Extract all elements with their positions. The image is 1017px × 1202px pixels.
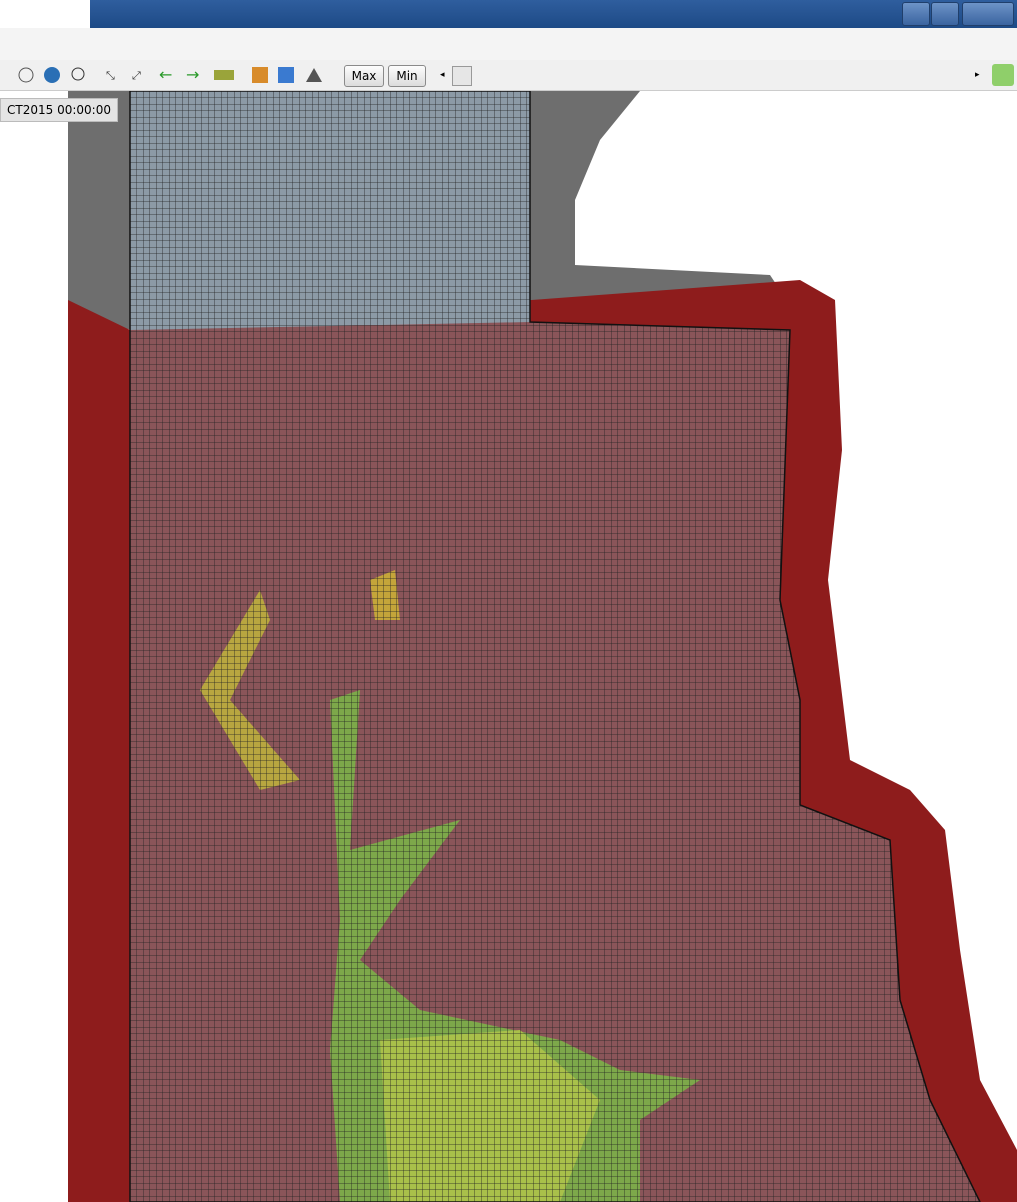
tool-icons: ⤡ ⤢ ← → <box>14 60 354 90</box>
menu-band <box>0 28 1017 60</box>
measure-tool[interactable] <box>214 70 234 80</box>
timestamp-label: CT2015 00:00:00 <box>0 98 118 122</box>
globe-tool[interactable] <box>44 67 60 83</box>
title-bar-fill <box>90 0 1017 28</box>
close-button[interactable] <box>962 2 1014 26</box>
layer-tool[interactable] <box>278 67 294 83</box>
restore-button[interactable] <box>931 2 959 26</box>
zoom-out-tool[interactable]: ⤡ <box>106 69 115 82</box>
title-bar <box>0 0 1017 28</box>
play-button[interactable] <box>992 64 1014 86</box>
zoom-tool[interactable] <box>72 68 84 80</box>
scroll-right[interactable]: ▸ <box>975 70 980 80</box>
app-window: ⤡ ⤢ ← → Max Min ◂ ▸ CT2015 00:00:00 <box>0 0 1017 1202</box>
map-view <box>0 91 1017 1202</box>
back-tool[interactable]: ← <box>159 65 172 84</box>
tool[interactable] <box>306 68 322 82</box>
profile-tool[interactable] <box>252 67 268 83</box>
minimize-button[interactable] <box>902 2 930 26</box>
scroll-left[interactable]: ◂ <box>440 70 445 80</box>
pan-tool[interactable] <box>19 68 33 82</box>
forward-tool[interactable]: → <box>186 65 199 84</box>
full-extent-tool[interactable]: ⤢ <box>132 69 141 82</box>
time-slider-thumb[interactable] <box>452 66 472 86</box>
toolbar: ⤡ ⤢ ← → Max Min ◂ ▸ <box>0 60 1017 91</box>
max-button[interactable]: Max <box>344 65 384 87</box>
min-button[interactable]: Min <box>388 65 426 87</box>
